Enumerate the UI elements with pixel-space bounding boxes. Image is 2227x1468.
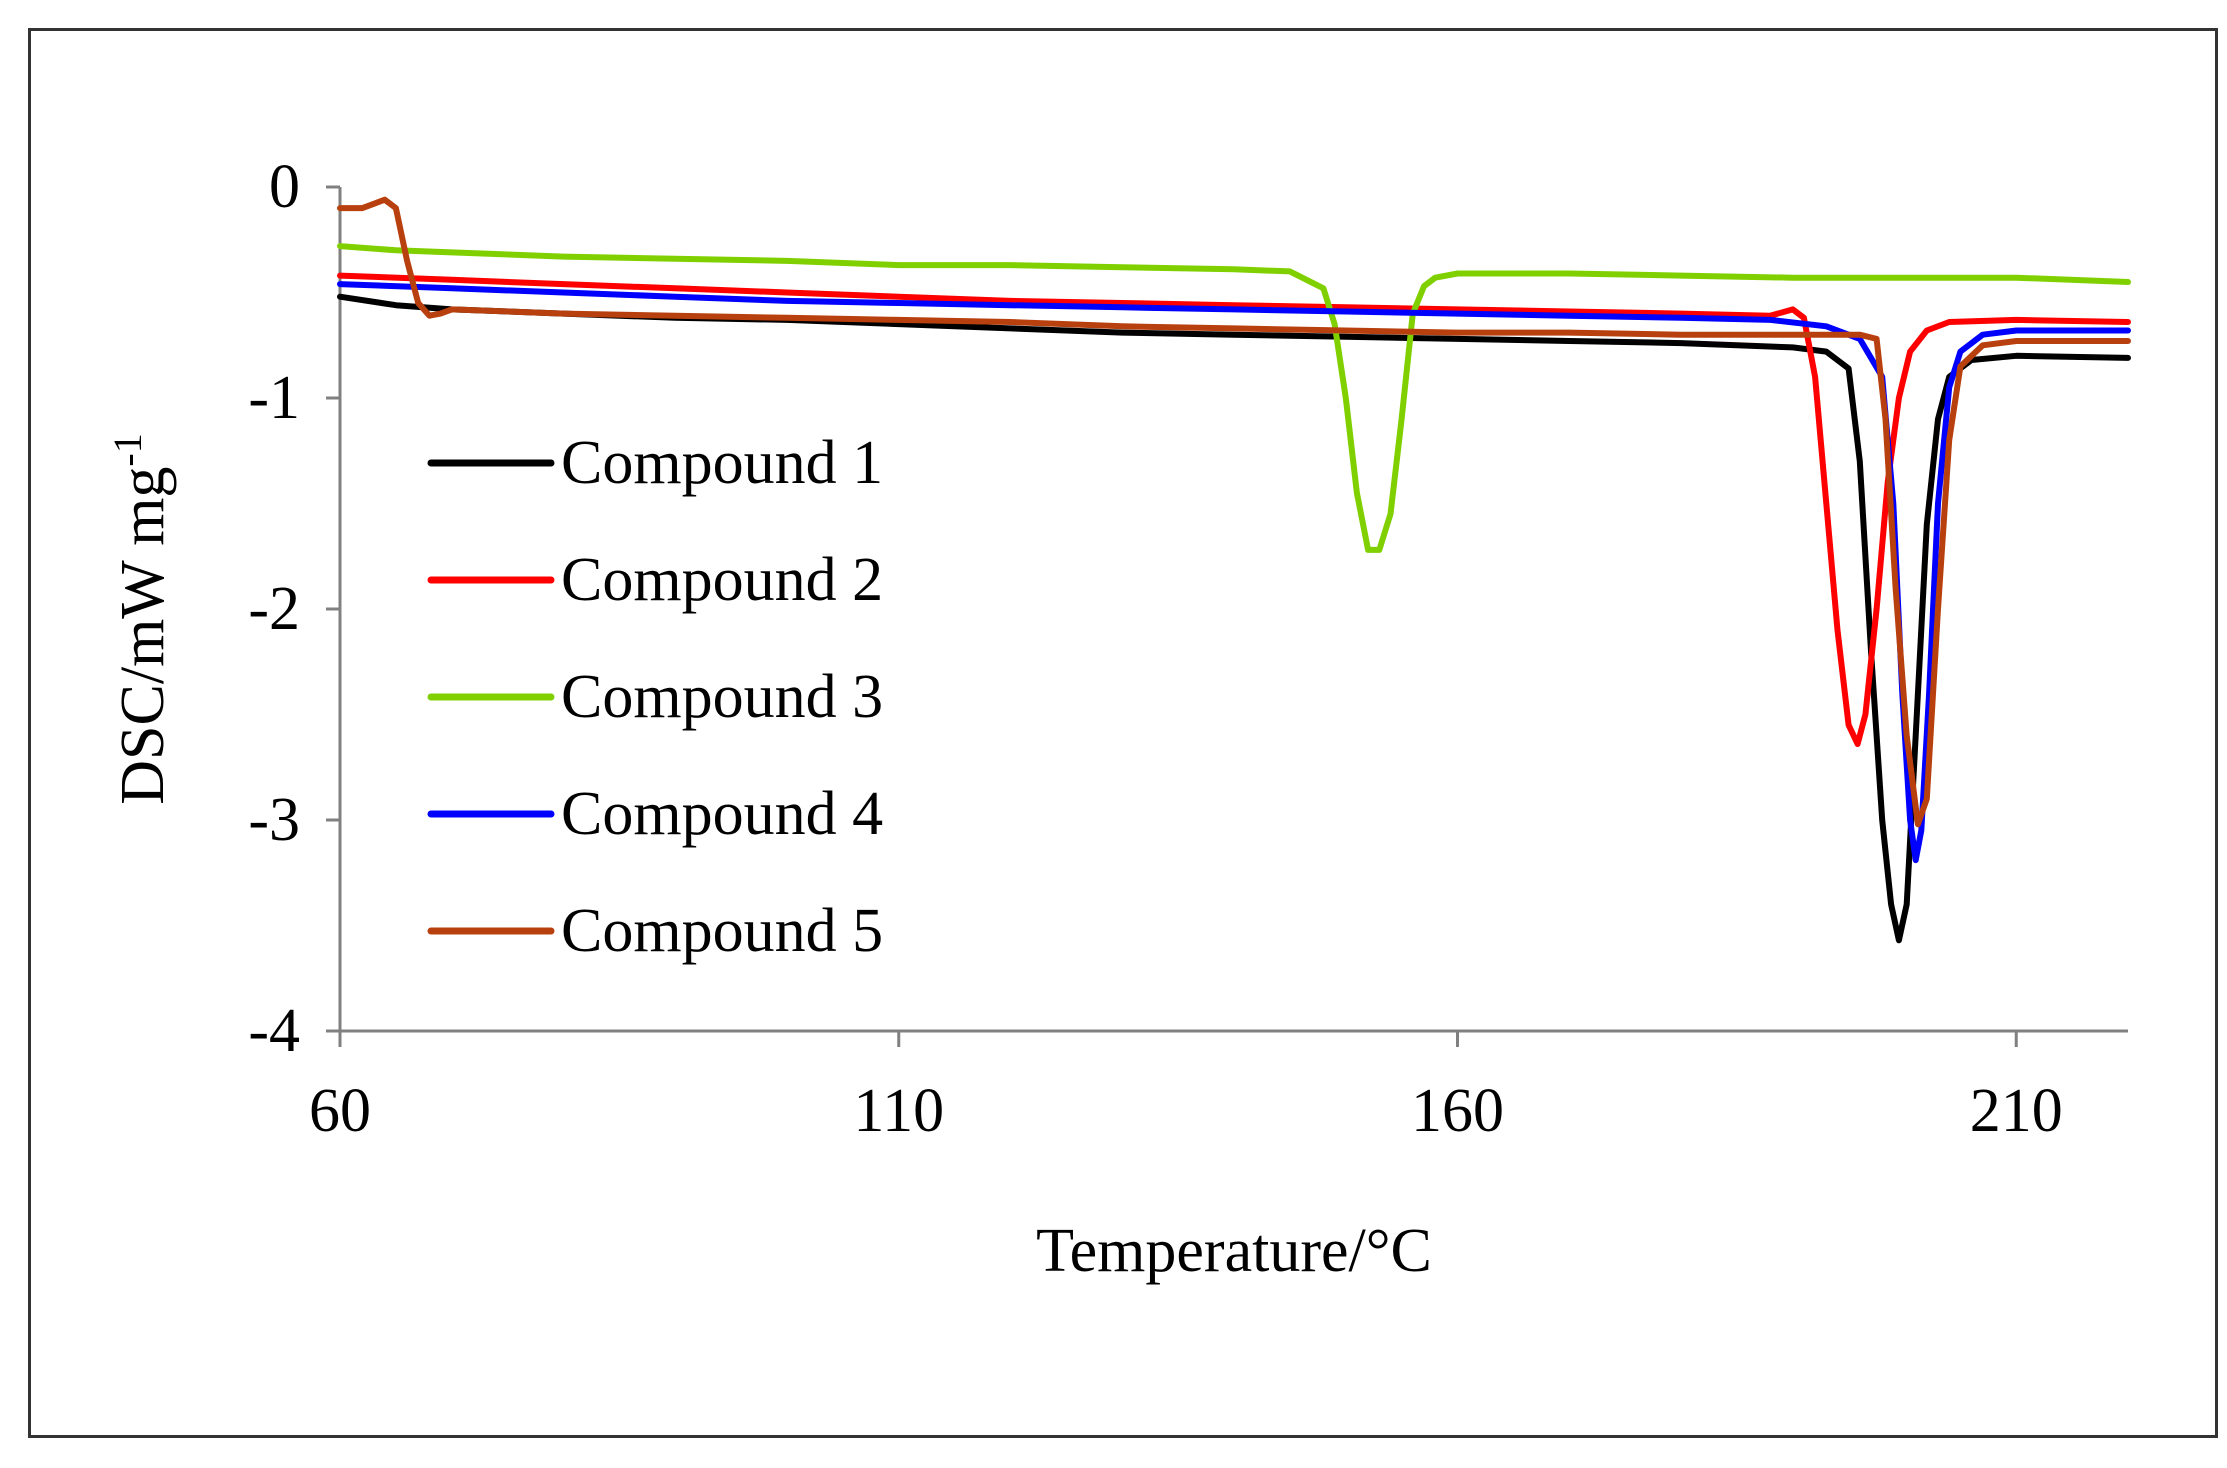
x-tick-label: 60 <box>309 1077 371 1145</box>
legend-label: Compound 3 <box>561 663 883 731</box>
series-line-compound-2 <box>337 272 2131 747</box>
x-tick-label: 160 <box>1411 1077 1504 1145</box>
y-tick-label: 0 <box>269 153 300 221</box>
y-tick-label: -1 <box>248 364 300 432</box>
series-layer <box>337 196 2131 944</box>
series-line-compound-5 <box>337 196 2131 828</box>
y-tick-label: -3 <box>248 786 300 854</box>
x-tick-label: 110 <box>853 1077 944 1145</box>
y-tick-label: -4 <box>248 997 300 1065</box>
x-tick-label: 210 <box>1970 1077 2063 1145</box>
series-line-compound-3 <box>337 243 2131 553</box>
chart-frame: 0 -1 -2 -3 -4 60 110 160 210 Compound 1 Compound… <box>28 28 2218 1438</box>
legend-label: Compound 5 <box>561 897 883 965</box>
y-ticks: 0 -1 -2 -3 -4 <box>248 153 340 1065</box>
y-axis-title: DSC/mW mg-1 <box>105 433 177 805</box>
x-ticks: 60 110 160 210 <box>309 1031 2063 1145</box>
legend-label: Compound 2 <box>561 546 883 614</box>
y-axis-title-main: DSC/mW mg <box>109 467 177 805</box>
legend-label: Compound 4 <box>561 780 883 848</box>
legend-label: Compound 1 <box>561 429 883 497</box>
legend: Compound 1 Compound 2 Compound 3 Compound 4… <box>427 429 883 965</box>
y-tick-label: -2 <box>248 575 300 643</box>
x-axis-title: Temperature/°C <box>1036 1217 1432 1285</box>
y-axis-title-superscript: -1 <box>105 433 150 466</box>
series-line-compound-4 <box>337 281 2131 864</box>
dsc-chart: 0-1-2-3-4 60 110 160 210 Compound 1Compound… <box>105 153 2131 1285</box>
